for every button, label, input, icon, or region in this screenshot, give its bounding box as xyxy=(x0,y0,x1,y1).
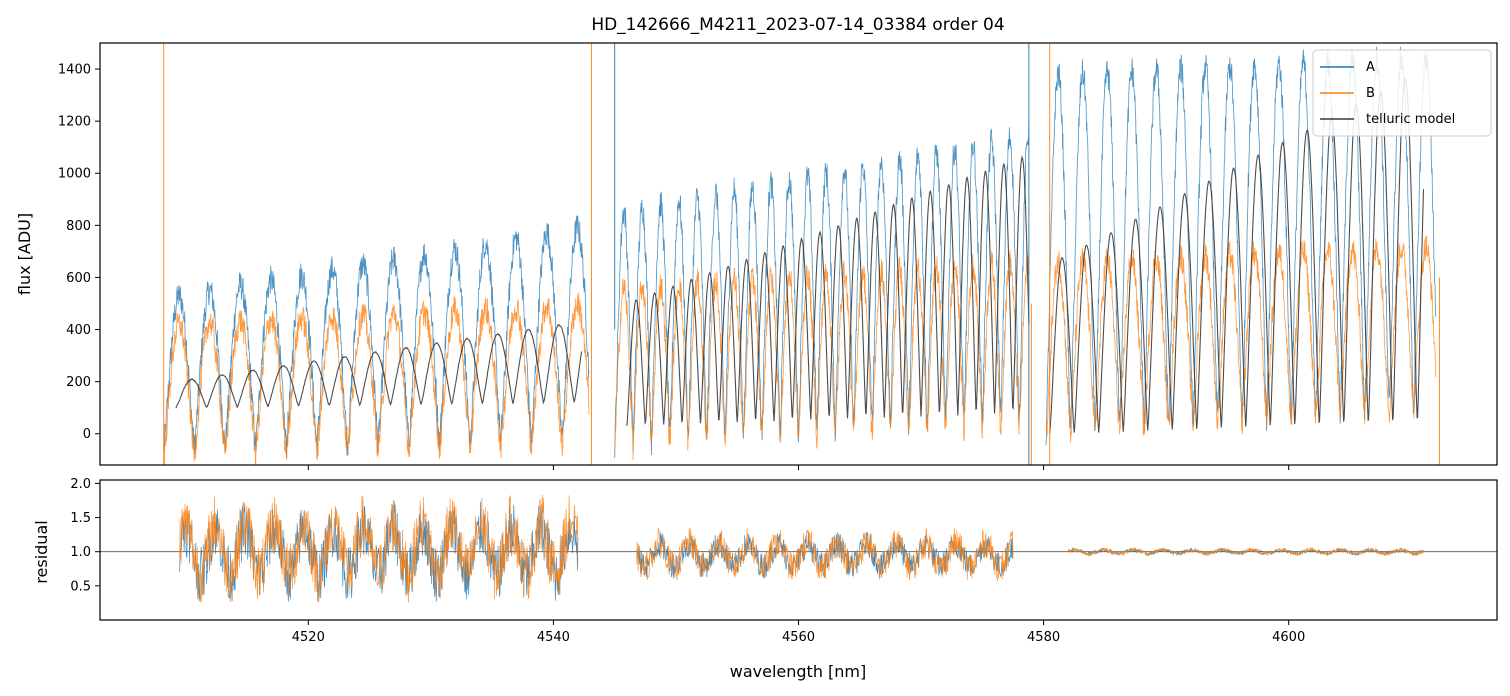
bottom-y-axis-label: residual xyxy=(32,520,51,583)
legend-label-telluric: telluric model xyxy=(1366,112,1455,127)
series-a-segment-1 xyxy=(163,215,590,459)
series-b-segment-3 xyxy=(1045,235,1437,443)
bottom-xtick-label: 4520 xyxy=(292,630,325,645)
bottom-series-group xyxy=(100,494,1497,603)
series-b-segment-1 xyxy=(163,292,590,465)
bottom-xtick-label: 4580 xyxy=(1027,630,1060,645)
top-ytick-label: 0 xyxy=(83,427,91,442)
series-b-segment-2 xyxy=(614,250,1030,461)
series-telluric-model-segment-3 xyxy=(1049,78,1425,434)
series-a-segment-2 xyxy=(614,122,1030,458)
x-axis-label: wavelength [nm] xyxy=(730,662,867,681)
top-ytick-label: 1200 xyxy=(58,115,91,130)
top-ytick-label: 600 xyxy=(66,271,91,286)
spectrum-panel: HD_142666_M4211_2023-07-14_03384 order 0… xyxy=(15,15,1498,470)
top-x-ticks xyxy=(307,465,1290,470)
legend-label-a: A xyxy=(1366,60,1375,75)
top-ytick-label: 1400 xyxy=(58,63,91,78)
bottom-ytick-label: 1.0 xyxy=(70,545,91,560)
top-series-group xyxy=(163,43,1440,465)
top-y-axis-label: flux [ADU] xyxy=(15,213,34,295)
legend-box xyxy=(1312,49,1492,137)
bottom-x-ticks: 4520 4540 4560 4580 4600 xyxy=(292,620,1305,645)
top-axes-frame xyxy=(99,42,1498,466)
series-telluric-model-segment-1 xyxy=(175,324,583,409)
bottom-xtick-label: 4540 xyxy=(537,630,570,645)
bottom-ytick-label: 0.5 xyxy=(70,579,91,594)
top-ytick-label: 800 xyxy=(66,219,91,234)
residual-panel: residual wavelength [nm] 0.5 1.0 1.5 2.0 45… xyxy=(32,477,1498,681)
legend-label-b: B xyxy=(1366,86,1375,101)
top-ytick-label: 200 xyxy=(66,375,91,390)
top-y-ticks: 0 200 400 600 800 1000 1200 1400 xyxy=(58,63,100,442)
chart-title: HD_142666_M4211_2023-07-14_03384 order 0… xyxy=(591,15,1004,35)
bottom-xtick-label: 4560 xyxy=(782,630,815,645)
bottom-y-ticks: 0.5 1.0 1.5 2.0 xyxy=(70,477,100,594)
residual-b-segment-1 xyxy=(179,494,579,603)
bottom-axes-frame xyxy=(99,479,1498,621)
bottom-xtick-label: 4600 xyxy=(1272,630,1305,645)
series-telluric-model-segment-2 xyxy=(626,155,1030,426)
bottom-ytick-label: 1.5 xyxy=(70,511,91,526)
residual-b-segment-3 xyxy=(1067,546,1424,558)
residual-b-segment-2 xyxy=(636,527,1014,581)
top-ytick-label: 400 xyxy=(66,323,91,338)
top-ytick-label: 1000 xyxy=(58,167,91,182)
bottom-ytick-label: 2.0 xyxy=(70,477,91,492)
legend: A B telluric model xyxy=(1312,49,1492,137)
